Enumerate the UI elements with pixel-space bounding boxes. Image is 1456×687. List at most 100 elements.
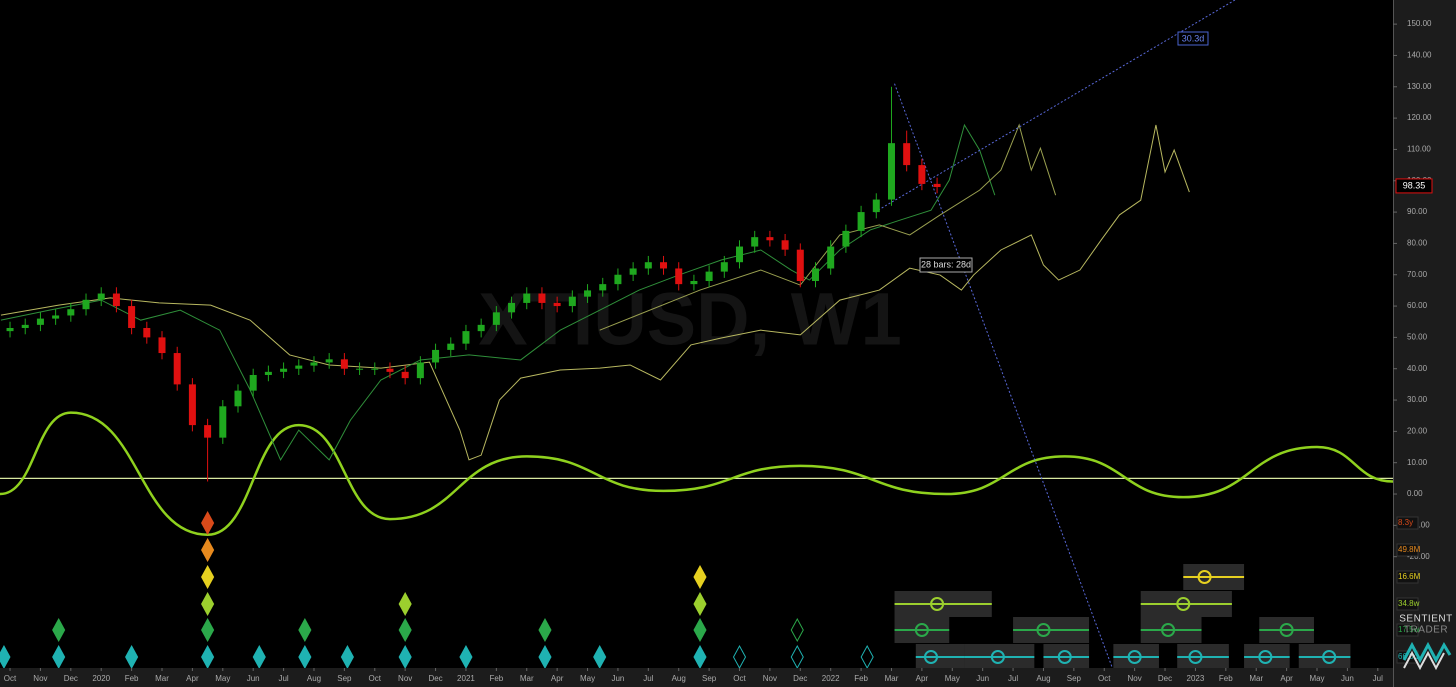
candle-body: [340, 359, 348, 369]
candle-body: [903, 143, 911, 166]
candle-body: [325, 359, 333, 363]
overlay-line: [599, 123, 1057, 331]
x-tick-label: Aug: [307, 674, 321, 683]
cycle-trough: [398, 591, 412, 617]
x-tick-label: Dec: [1158, 674, 1172, 683]
x-tick-label: Apr: [551, 674, 564, 683]
projection-point: [1322, 650, 1337, 664]
x-tick-label: Apr: [186, 674, 199, 683]
cycle-trough: [693, 564, 707, 590]
projection-point: [1036, 623, 1051, 637]
cycle-trough: [201, 591, 215, 617]
projection-point: [1279, 623, 1294, 637]
cycle-label: 17.5w: [1398, 625, 1420, 634]
candle-body: [629, 268, 637, 275]
logo-text: TRADER: [1404, 625, 1448, 636]
projection-point: [930, 597, 945, 611]
x-tick-label: Sep: [1067, 674, 1082, 683]
y-tick-label: 130.00: [1407, 82, 1432, 91]
candle-body: [158, 337, 166, 354]
candle-body: [690, 281, 698, 285]
x-tick-label: 2021: [457, 674, 475, 683]
cycle-label: 8.3y: [1398, 518, 1413, 527]
x-tick-label: Mar: [1249, 674, 1263, 683]
projection-point: [1188, 650, 1203, 664]
x-tick-label: 2022: [822, 674, 840, 683]
cycle-trough: [298, 617, 312, 643]
logo-mark: [1402, 641, 1452, 664]
candle-body: [568, 296, 576, 307]
candle-body: [264, 371, 272, 375]
candle-body: [675, 268, 683, 285]
x-tick-label: 2020: [92, 674, 110, 683]
candle-body: [538, 293, 546, 303]
y-tick-label: 30.00: [1407, 395, 1428, 404]
x-tick-label: Jul: [1373, 674, 1383, 683]
cycle-trough: [201, 510, 215, 536]
projection-point: [1127, 650, 1142, 664]
candle-body: [872, 199, 880, 213]
annotation-text: 28 bars: 28d: [921, 259, 971, 269]
y-tick-label: 20.00: [1407, 426, 1428, 435]
price-tag: 98.35: [1403, 180, 1426, 190]
candle-body: [508, 302, 516, 313]
x-tick-label: Mar: [885, 674, 899, 683]
cycle-label-frame: [1396, 570, 1419, 584]
y-tick-label: 80.00: [1407, 239, 1428, 248]
y-tick-label: -20.00: [1407, 552, 1430, 561]
candle-body: [751, 237, 759, 247]
y-tick-label: 150.00: [1407, 19, 1432, 28]
x-tick-label: Feb: [489, 674, 503, 683]
x-tick-label: Jul: [643, 674, 653, 683]
x-tick-label: Jun: [611, 674, 624, 683]
cycle-label: 66.0d: [1398, 652, 1418, 661]
y-tick-label: 10.00: [1407, 458, 1428, 467]
candle-body: [827, 246, 835, 269]
projection-point: [914, 623, 929, 637]
annotation-box: 28 bars: 28d: [919, 257, 973, 273]
candle-body: [249, 374, 257, 391]
x-tick-label: Dec: [793, 674, 807, 683]
x-tick-label: Feb: [854, 674, 868, 683]
candle-body: [432, 349, 440, 363]
candle-body: [462, 331, 470, 344]
x-tick-label: Sep: [702, 674, 717, 683]
x-tick-label: Mar: [520, 674, 534, 683]
x-tick-label: Oct: [4, 674, 17, 683]
candle-body: [143, 327, 151, 338]
candle-body: [492, 312, 500, 325]
candle-body: [705, 271, 713, 282]
cycle-label-frame: [1396, 597, 1419, 611]
date-axis-panel: [0, 668, 1393, 687]
y-tick-label: 90.00: [1407, 207, 1428, 216]
y-tick-label: 70.00: [1407, 270, 1428, 279]
projection-point: [923, 650, 938, 664]
x-tick-label: May: [215, 674, 230, 683]
y-tick-label: -10.00: [1407, 520, 1430, 529]
candle-body: [112, 293, 120, 307]
candle-body: [933, 183, 941, 188]
projection-point: [1176, 597, 1191, 611]
candle-body: [295, 365, 303, 369]
x-tick-label: Jul: [278, 674, 288, 683]
axes: 150.00140.00130.00120.00110.00100.0090.0…: [4, 19, 1433, 683]
candle-body: [781, 240, 789, 250]
cycle-oscillator: [0, 411, 1394, 537]
overlay-line: [0, 124, 1190, 461]
cycle-trough-hollow: [790, 617, 804, 643]
overlay-line: [0, 123, 996, 461]
projection-point: [1161, 623, 1176, 637]
y-tick-label: 120.00: [1407, 113, 1432, 122]
projection-point: [1197, 570, 1212, 584]
cycle-label: 16.6M: [1398, 572, 1421, 581]
candle-body: [842, 230, 850, 247]
projection-point: [1057, 650, 1072, 664]
x-tick-label: May: [580, 674, 595, 683]
x-tick-label: Apr: [916, 674, 929, 683]
candle-body: [614, 274, 622, 285]
x-tick-label: Oct: [369, 674, 382, 683]
candle-body: [584, 290, 592, 297]
y-tick-label: 140.00: [1407, 51, 1432, 60]
candle-body: [477, 324, 485, 332]
